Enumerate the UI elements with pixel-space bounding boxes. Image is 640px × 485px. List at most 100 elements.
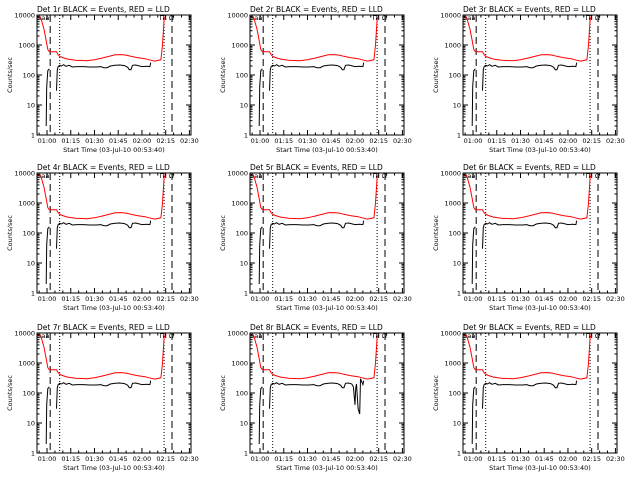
y-tick-label: 10000: [14, 12, 35, 20]
x-tick-label: 02:00: [559, 295, 578, 303]
series-events-line: [45, 68, 50, 127]
annotation-label-omega: Ω: [595, 14, 600, 22]
y-tick-label: 10: [240, 420, 248, 428]
x-tick-label: 02:15: [156, 137, 175, 145]
x-tick-label: 01:15: [274, 137, 293, 145]
x-tick-label: 01:45: [322, 455, 341, 463]
x-axis-label: Start Time (03-Jul-10 00:53:40): [63, 146, 165, 154]
x-tick-label: 02:00: [346, 295, 365, 303]
y-tick-label: 100: [23, 230, 35, 238]
annotation-label-pi: Π: [372, 14, 377, 22]
x-tick-label: 02:00: [133, 295, 152, 303]
x-tick-label: 02:15: [156, 295, 175, 303]
annotation-label-pi: Π: [372, 332, 377, 340]
y-axis-label: Counts/sec: [6, 57, 14, 93]
y-tick-label: 1000: [231, 200, 248, 208]
series-events-line: [258, 386, 263, 445]
series-lld-line: [462, 14, 595, 62]
panel-title: Det 9r BLACK = Events, RED = LLD: [463, 323, 596, 332]
y-tick-label: 100: [236, 390, 248, 398]
y-axis-label: Counts/sec: [6, 375, 14, 411]
x-tick-label: 01:30: [511, 295, 530, 303]
y-tick-label: 1: [31, 450, 35, 458]
x-tick-label: 02:00: [346, 455, 365, 463]
annotation-label-pi: Π: [159, 14, 164, 22]
panel-title: Det 8r BLACK = Events, RED = LLD: [250, 323, 383, 332]
y-tick-label: 1: [31, 290, 35, 298]
x-tick-label: 01:00: [251, 137, 270, 145]
y-tick-label: 1: [457, 132, 461, 140]
series-events-line: [471, 68, 476, 127]
y-tick-label: 10: [240, 102, 248, 110]
y-tick-label: 100: [449, 72, 461, 80]
x-tick-label: 02:15: [369, 455, 388, 463]
annotation-label-saa: saa: [464, 14, 475, 22]
annotation-label-omega: Ω: [382, 14, 387, 22]
series-lld-line: [249, 172, 382, 220]
panel-title: Det 7r BLACK = Events, RED = LLD: [37, 323, 170, 332]
x-tick-label: 01:00: [38, 455, 57, 463]
series-events-line: [482, 62, 578, 91]
series-events-line: [471, 386, 476, 445]
series-lld-line: [36, 172, 169, 220]
y-tick-label: 100: [23, 390, 35, 398]
x-tick-label: 02:30: [180, 295, 199, 303]
series-events-line: [482, 380, 578, 409]
y-tick-label: 1: [457, 290, 461, 298]
y-tick-label: 1: [31, 132, 35, 140]
x-tick-label: 02:00: [346, 137, 365, 145]
y-tick-label: 1000: [18, 200, 35, 208]
x-tick-label: 01:45: [109, 137, 128, 145]
x-tick-label: 01:00: [464, 137, 483, 145]
y-tick-label: 10: [240, 260, 248, 268]
series-events-line: [269, 378, 365, 415]
y-tick-label: 1000: [444, 360, 461, 368]
series-lld-line: [36, 14, 169, 62]
y-tick-label: 10000: [227, 12, 248, 20]
x-axis-label: Start Time (03-Jul-10 00:53:40): [276, 304, 378, 312]
x-tick-label: 01:45: [535, 455, 554, 463]
y-axis-label: Counts/sec: [219, 215, 227, 251]
x-tick-label: 01:00: [251, 295, 270, 303]
y-tick-label: 1000: [18, 42, 35, 50]
y-tick-label: 1000: [18, 360, 35, 368]
x-tick-label: 01:15: [274, 295, 293, 303]
x-tick-label: 01:30: [85, 455, 104, 463]
series-events-line: [45, 226, 50, 285]
annotation-label-saa: saa: [251, 14, 262, 22]
x-tick-label: 01:30: [298, 137, 317, 145]
annotation-label-saa: saa: [38, 332, 49, 340]
annotation-label-omega: Ω: [169, 332, 174, 340]
x-tick-label: 01:45: [109, 455, 128, 463]
x-tick-label: 01:00: [464, 295, 483, 303]
y-tick-label: 10: [453, 102, 461, 110]
x-tick-label: 02:15: [582, 455, 601, 463]
annotation-label-saa: saa: [251, 332, 262, 340]
x-tick-label: 01:15: [61, 455, 80, 463]
x-tick-label: 01:30: [511, 455, 530, 463]
y-tick-label: 10000: [440, 330, 461, 338]
x-tick-label: 01:00: [38, 295, 57, 303]
panel-title: Det 3r BLACK = Events, RED = LLD: [463, 5, 596, 14]
panel-title: Det 5r BLACK = Events, RED = LLD: [250, 163, 383, 172]
y-tick-label: 1000: [444, 200, 461, 208]
x-tick-label: 01:15: [487, 295, 506, 303]
x-axis-label: Start Time (03-Jul-10 00:53:40): [276, 464, 378, 472]
y-tick-label: 10000: [227, 170, 248, 178]
series-events-line: [258, 68, 263, 127]
x-tick-label: 01:15: [487, 455, 506, 463]
x-tick-label: 02:30: [180, 455, 199, 463]
x-tick-label: 01:30: [85, 137, 104, 145]
series-lld-line: [462, 332, 595, 380]
y-axis-label: Counts/sec: [219, 375, 227, 411]
series-events-line: [56, 220, 152, 249]
y-tick-label: 10: [27, 260, 35, 268]
x-tick-label: 01:30: [511, 137, 530, 145]
x-tick-label: 02:30: [393, 295, 412, 303]
